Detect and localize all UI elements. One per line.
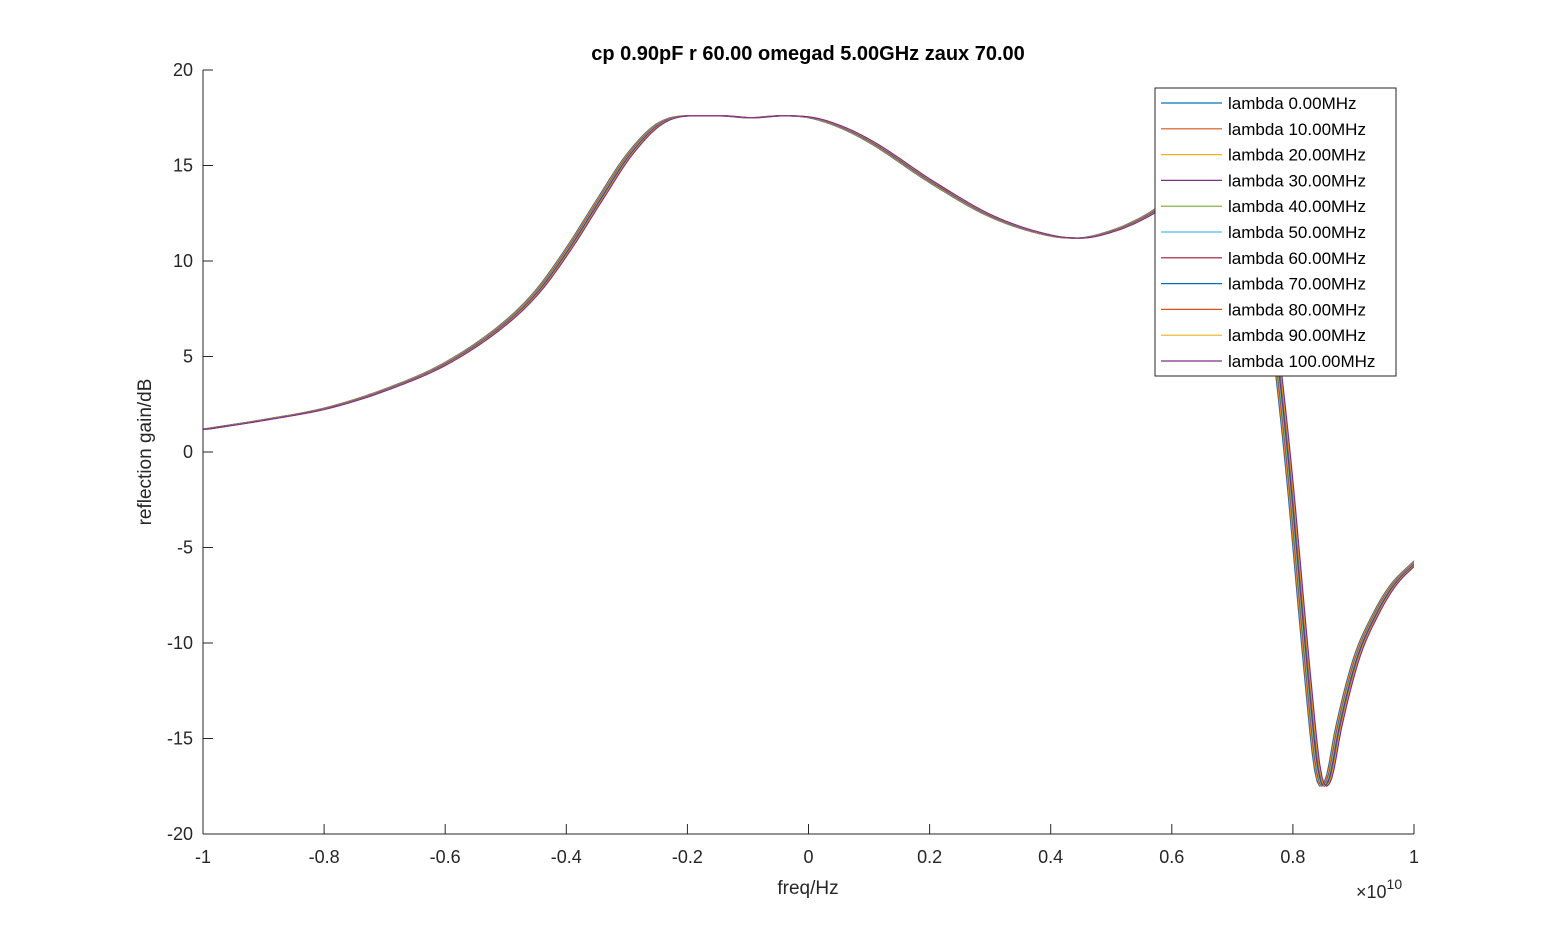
y-tick-label: 0 <box>183 442 193 462</box>
y-tick-label: 20 <box>173 60 193 80</box>
x-exponent-base: ×10 <box>1356 882 1387 902</box>
x-tick-label: -1 <box>195 847 211 867</box>
x-exponent-label: ×1010 <box>1356 876 1402 902</box>
y-tick-label: -5 <box>177 538 193 558</box>
legend-label: lambda 90.00MHz <box>1228 326 1366 345</box>
y-tick-label: 10 <box>173 251 193 271</box>
y-tick-label: -20 <box>167 824 193 844</box>
x-tick-label: -0.2 <box>672 847 703 867</box>
y-tick-label: -10 <box>167 633 193 653</box>
y-axis-label: reflection gain/dB <box>135 379 156 526</box>
y-tick-label: -15 <box>167 729 193 749</box>
x-tick-label: 0.8 <box>1280 847 1305 867</box>
legend-label: lambda 60.00MHz <box>1228 249 1366 268</box>
x-ticks: -1 -0.8 -0.6 -0.4 -0.2 0 0.2 0.4 0.6 0.8 1 <box>195 824 1419 867</box>
legend-label: lambda 80.00MHz <box>1228 300 1366 319</box>
x-axis-label: freq/Hz <box>777 878 838 899</box>
y-tick-label: 5 <box>183 347 193 367</box>
x-tick-label: -0.4 <box>551 847 582 867</box>
legend-label: lambda 40.00MHz <box>1228 197 1366 216</box>
x-exponent-power: 10 <box>1387 876 1403 892</box>
y-tick-label: 15 <box>173 156 193 176</box>
x-tick-label: 0.4 <box>1038 847 1063 867</box>
legend-label: lambda 70.00MHz <box>1228 275 1366 294</box>
legend-label: lambda 30.00MHz <box>1228 171 1366 190</box>
x-tick-label: 0.2 <box>917 847 942 867</box>
x-tick-label: -0.8 <box>309 847 340 867</box>
chart-title: cp 0.90pF r 60.00 omegad 5.00GHz zaux 70… <box>591 43 1025 65</box>
x-tick-label: 0 <box>803 847 813 867</box>
x-tick-label: -0.6 <box>430 847 461 867</box>
y-ticks: 20 15 10 5 0 -5 -10 -15 -20 <box>167 60 213 844</box>
legend-label: lambda 10.00MHz <box>1228 120 1366 139</box>
legend-label: lambda 100.00MHz <box>1228 352 1375 371</box>
x-tick-label: 0.6 <box>1159 847 1184 867</box>
legend-label: lambda 50.00MHz <box>1228 223 1366 242</box>
x-tick-label: 1 <box>1409 847 1419 867</box>
legend-label: lambda 20.00MHz <box>1228 146 1366 165</box>
legend-label: lambda 0.00MHz <box>1228 94 1357 113</box>
legend: lambda 0.00MHz lambda 10.00MHz lambda 20.0… <box>1154 87 1397 377</box>
